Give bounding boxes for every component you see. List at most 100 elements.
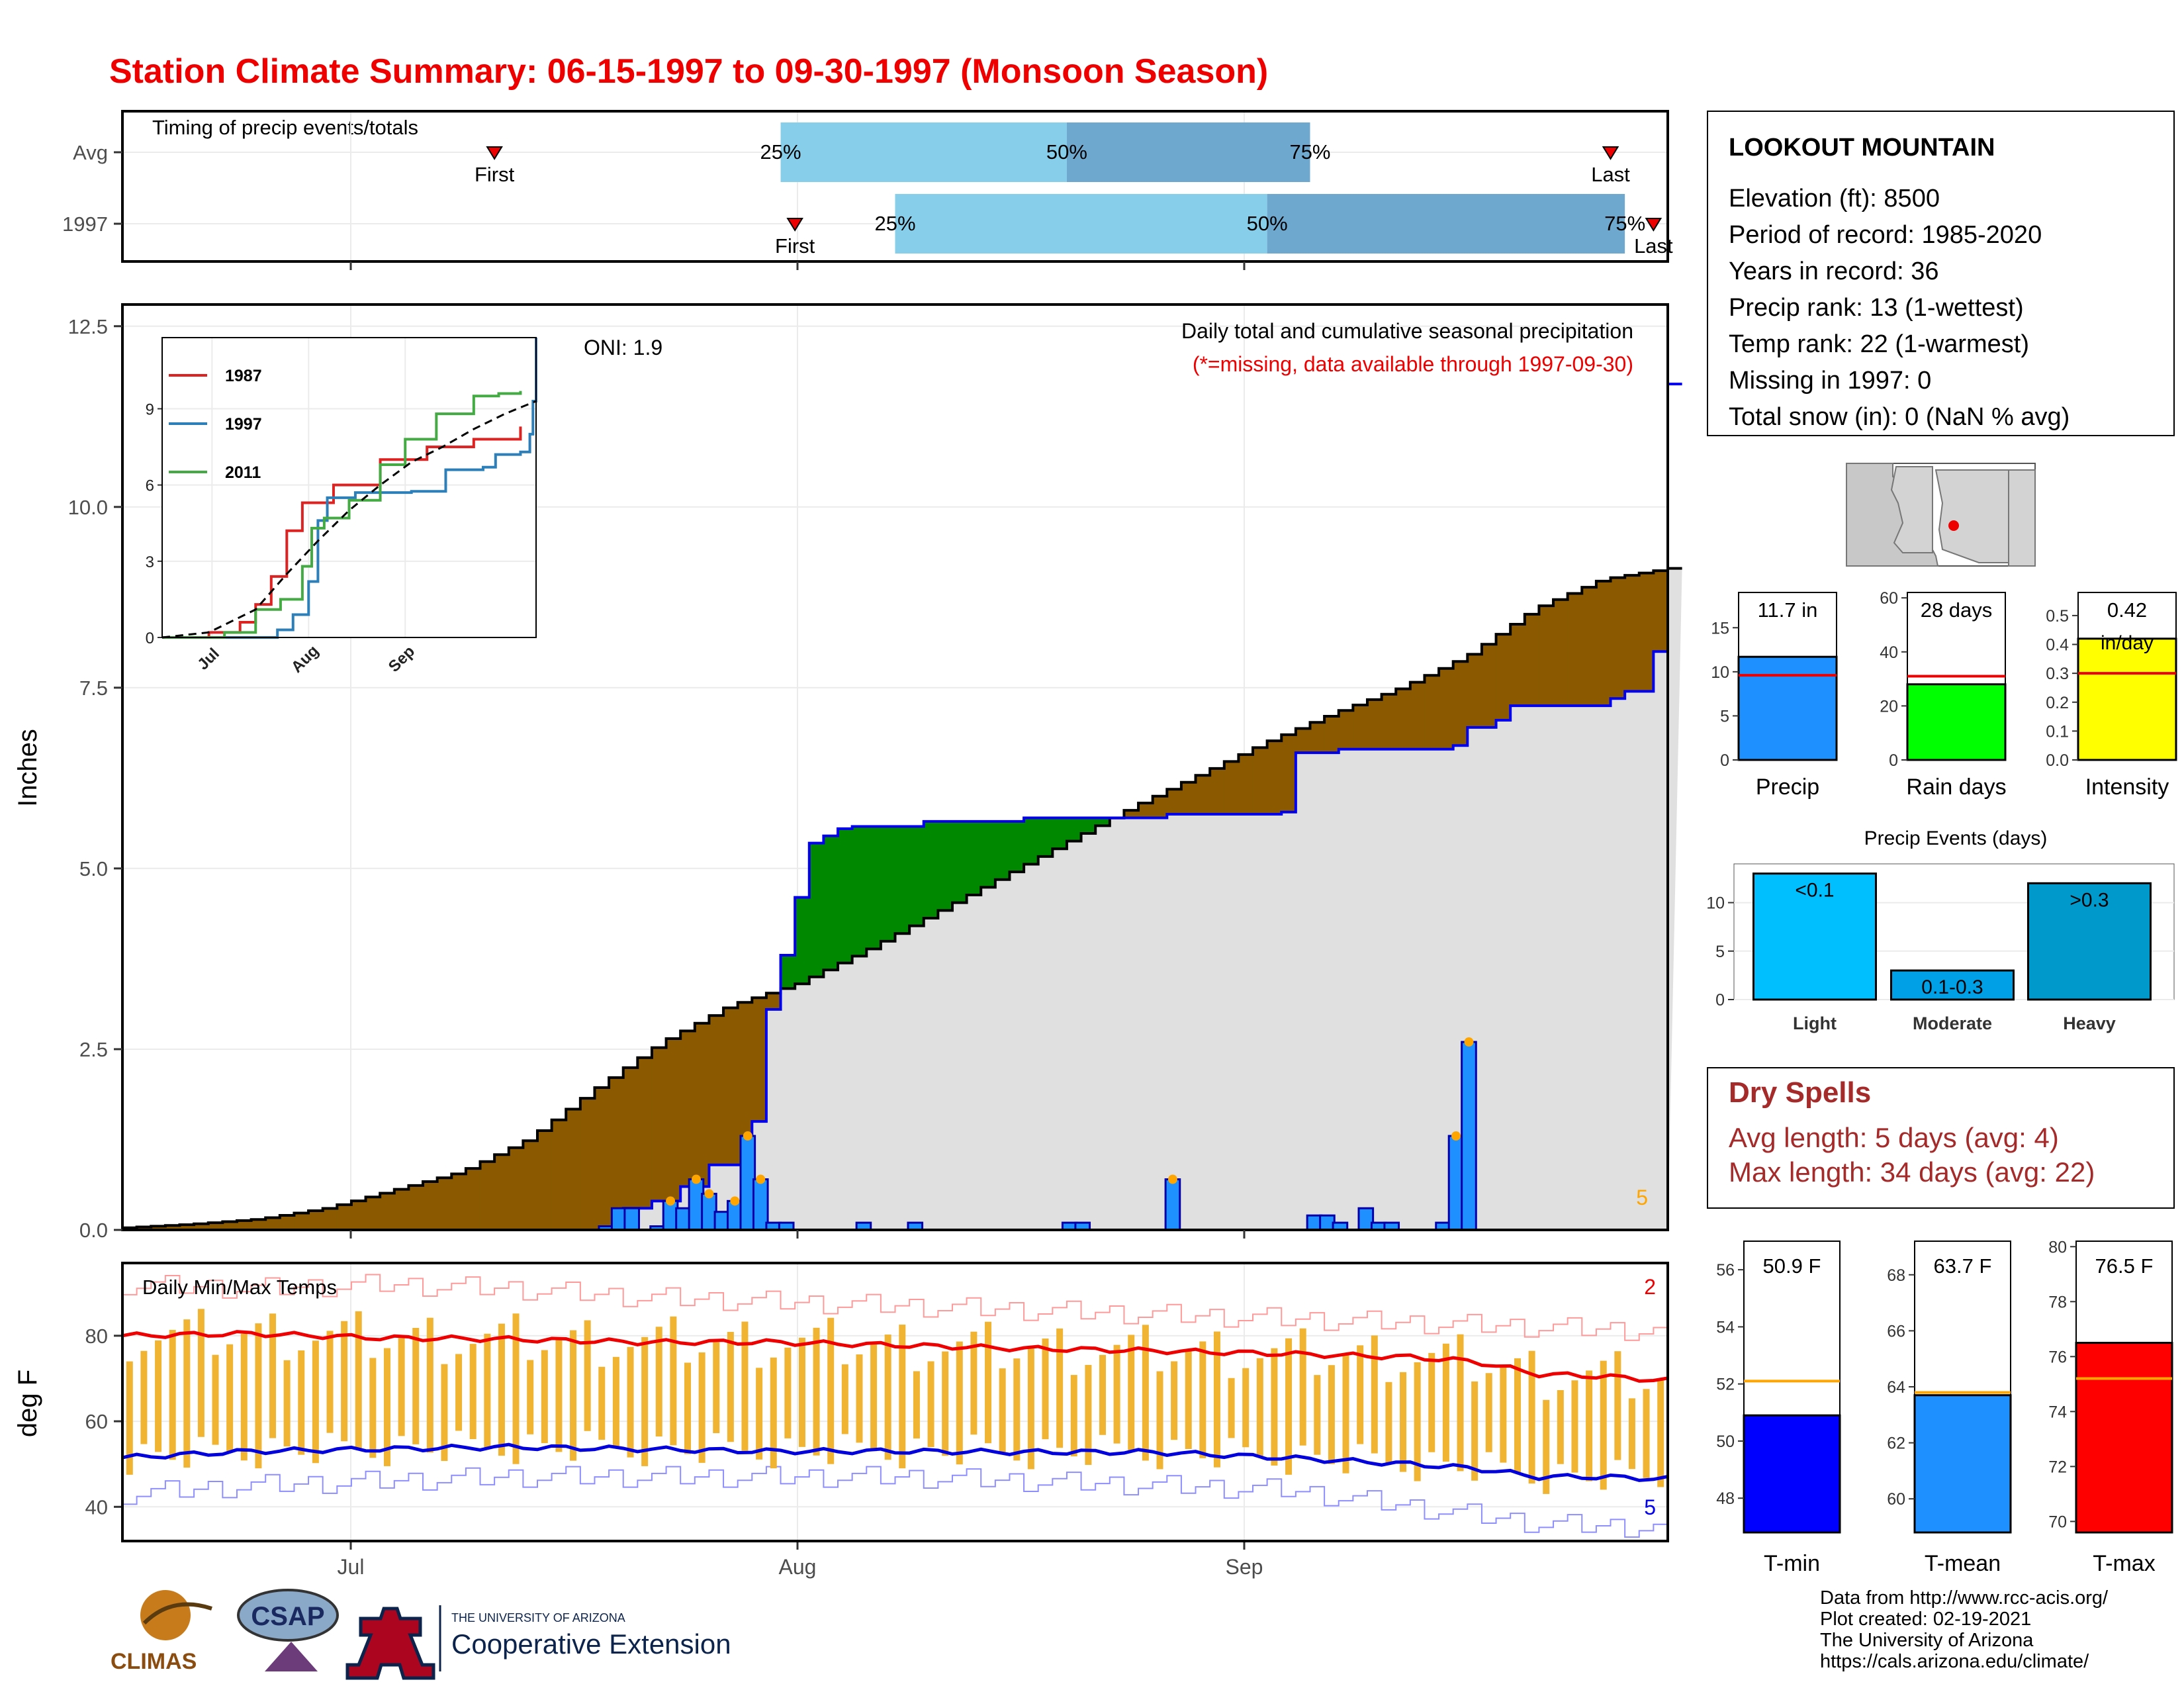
daily-temp-range-bar	[1328, 1365, 1335, 1464]
events-bar-label: <0.1	[1795, 880, 1834, 902]
daily-precip-marker	[666, 1196, 676, 1206]
daily-temp-range-bar	[469, 1344, 477, 1439]
temp-panel-y-tick-label: 70	[2048, 1513, 2067, 1531]
precip-surplus-band	[780, 955, 796, 989]
station-info-box: LOOKOUT MOUNTAIN Elevation (ft): 8500 Pe…	[1707, 111, 2175, 436]
season-temperature-panels: 50.9 F 48 50 52 54 56 T-min 63.7 F 60 62 64 66 68 T-m…	[1716, 1238, 2173, 1576]
total-panel-bar	[2077, 637, 2177, 761]
daily-temp-range-bar	[1213, 1331, 1220, 1468]
ua-logo-small-text: THE UNIVERSITY OF ARIZONA	[451, 1611, 625, 1624]
temp-record-low-line	[122, 1466, 1668, 1538]
daily-temp-range-bar	[627, 1346, 634, 1458]
csap-logo-text: CSAP	[251, 1602, 324, 1631]
timing-last-marker-icon	[1645, 218, 1662, 232]
events-bar-label: >0.3	[2070, 889, 2109, 911]
events-y-tick-label: 0	[1715, 991, 1725, 1009]
daily-temp-range-bar	[1586, 1370, 1593, 1481]
daily-temp-range-bar	[355, 1311, 362, 1450]
csap-mountain-icon	[265, 1642, 318, 1671]
precip-deficit-band	[208, 1223, 223, 1230]
daily-temp-range-bar	[369, 1358, 377, 1458]
climas-logo: CLIMAS	[111, 1590, 212, 1674]
precip-deficit-band	[465, 1168, 481, 1230]
precip-y-label: Inches	[13, 729, 42, 807]
precip-surplus-band	[1095, 818, 1111, 826]
daily-temp-range-bar	[827, 1317, 835, 1464]
precip-deficit-band	[1510, 624, 1525, 706]
precip-surplus-band	[880, 826, 895, 941]
precip-deficit-band	[1467, 654, 1482, 727]
precip-deficit-band	[351, 1201, 367, 1230]
events-bar	[1890, 969, 2015, 1001]
precip-deficit-band	[1596, 581, 1612, 706]
daily-precip-marker	[1464, 1037, 1474, 1047]
temp-max-avg-line	[122, 1330, 1668, 1383]
timing-last-marker-icon	[1602, 146, 1619, 160]
precip-deficit-band	[1124, 810, 1139, 818]
total-panel-unit-label: in/day	[2101, 632, 2154, 654]
daily-temp-range-bar	[1471, 1381, 1479, 1481]
daily-temp-range-bar	[1528, 1350, 1535, 1484]
daily-temp-range-bar	[1142, 1325, 1149, 1461]
daily-precip-marker	[730, 1196, 740, 1206]
daily-temp-range-bar	[1242, 1368, 1250, 1448]
station-temp-rank: Temp rank: 22 (1-warmest)	[1729, 330, 2029, 358]
temp-panel-y-tick-label: 54	[1716, 1318, 1735, 1336]
precip-surplus-band	[995, 821, 1010, 880]
precip-deficit-band	[566, 1109, 581, 1230]
precip-surplus-band	[795, 897, 810, 984]
precip-surplus-band	[1009, 821, 1024, 872]
temp-panel-y-tick-label: 56	[1716, 1261, 1735, 1280]
daily-temp-range-bar	[1442, 1343, 1449, 1462]
precip-deficit-band	[1639, 573, 1654, 692]
timing-first-label: First	[475, 163, 515, 186]
temp-corner-low: 5	[1644, 1495, 1656, 1519]
precip-surplus-band	[981, 821, 996, 888]
precip-deficit-band	[1653, 571, 1668, 652]
total-panel-label: Intensity	[2085, 774, 2169, 800]
timing-bar-q50-q75	[1267, 194, 1625, 254]
total-panel-y-tick-label: 20	[1880, 697, 1898, 716]
precip-deficit-band	[423, 1182, 438, 1230]
temp-panel-y-tick-label: 52	[1716, 1376, 1735, 1394]
timing-first-label: First	[775, 234, 815, 258]
precip-deficit-band	[723, 1008, 739, 1165]
total-panel-y-tick-label: 0.1	[2046, 722, 2069, 741]
precip-deficit-band	[523, 1141, 538, 1230]
temperature-chart: 40 60 80 Jul Aug Sep Daily Min/Max Temps deg …	[13, 1262, 1669, 1579]
total-panel-y-tick-label: 60	[1880, 589, 1898, 608]
daily-temp-range-bar	[1500, 1366, 1507, 1463]
daily-temp-range-bar	[1299, 1328, 1306, 1446]
dry-spells-max: Max length: 34 days (avg: 22)	[1729, 1156, 2095, 1188]
precip-deficit-band	[194, 1223, 209, 1230]
daily-temp-range-bar	[1228, 1378, 1235, 1438]
precip-deficit-band	[1410, 682, 1425, 749]
precip-deficit-band	[1238, 754, 1253, 814]
daily-precip-bar	[1461, 1041, 1477, 1231]
precip-surplus-band	[923, 821, 938, 918]
precip-deficit-band	[294, 1213, 309, 1230]
daily-temp-range-bar	[784, 1347, 792, 1438]
precip-deficit-band	[494, 1154, 510, 1230]
map-nevada-shape	[1890, 466, 1933, 553]
precip-deficit-band	[365, 1197, 381, 1230]
precip-deficit-band	[637, 1057, 653, 1209]
daily-temp-range-bar	[1614, 1351, 1621, 1460]
inset-y-tick-label: 3	[146, 553, 154, 571]
precip-chart: 0.0 2.5 5.0 7.5 10.0 12.5 Inches ONI: 1.9 Dai…	[13, 303, 1682, 1242]
precip-surplus-band	[809, 843, 824, 977]
daily-temp-range-bar	[1113, 1344, 1120, 1444]
precip-deficit-band	[1396, 688, 1411, 749]
precip-deficit-band	[165, 1225, 180, 1230]
csap-cloud-icon	[237, 1589, 339, 1642]
inset-y-tick-label: 9	[146, 400, 154, 418]
events-category-label: Light	[1793, 1013, 1837, 1033]
ua-logo-big-text: Cooperative Extension	[451, 1628, 731, 1660]
temp-panel-value-label: 76.5 F	[2095, 1254, 2154, 1278]
daily-precip-marker	[691, 1174, 701, 1184]
precip-deficit-band	[1524, 614, 1539, 706]
daily-temp-range-bar	[1056, 1328, 1064, 1448]
temp-min-avg-line	[122, 1442, 1668, 1482]
total-panel-y-tick-label: 10	[1711, 663, 1729, 682]
